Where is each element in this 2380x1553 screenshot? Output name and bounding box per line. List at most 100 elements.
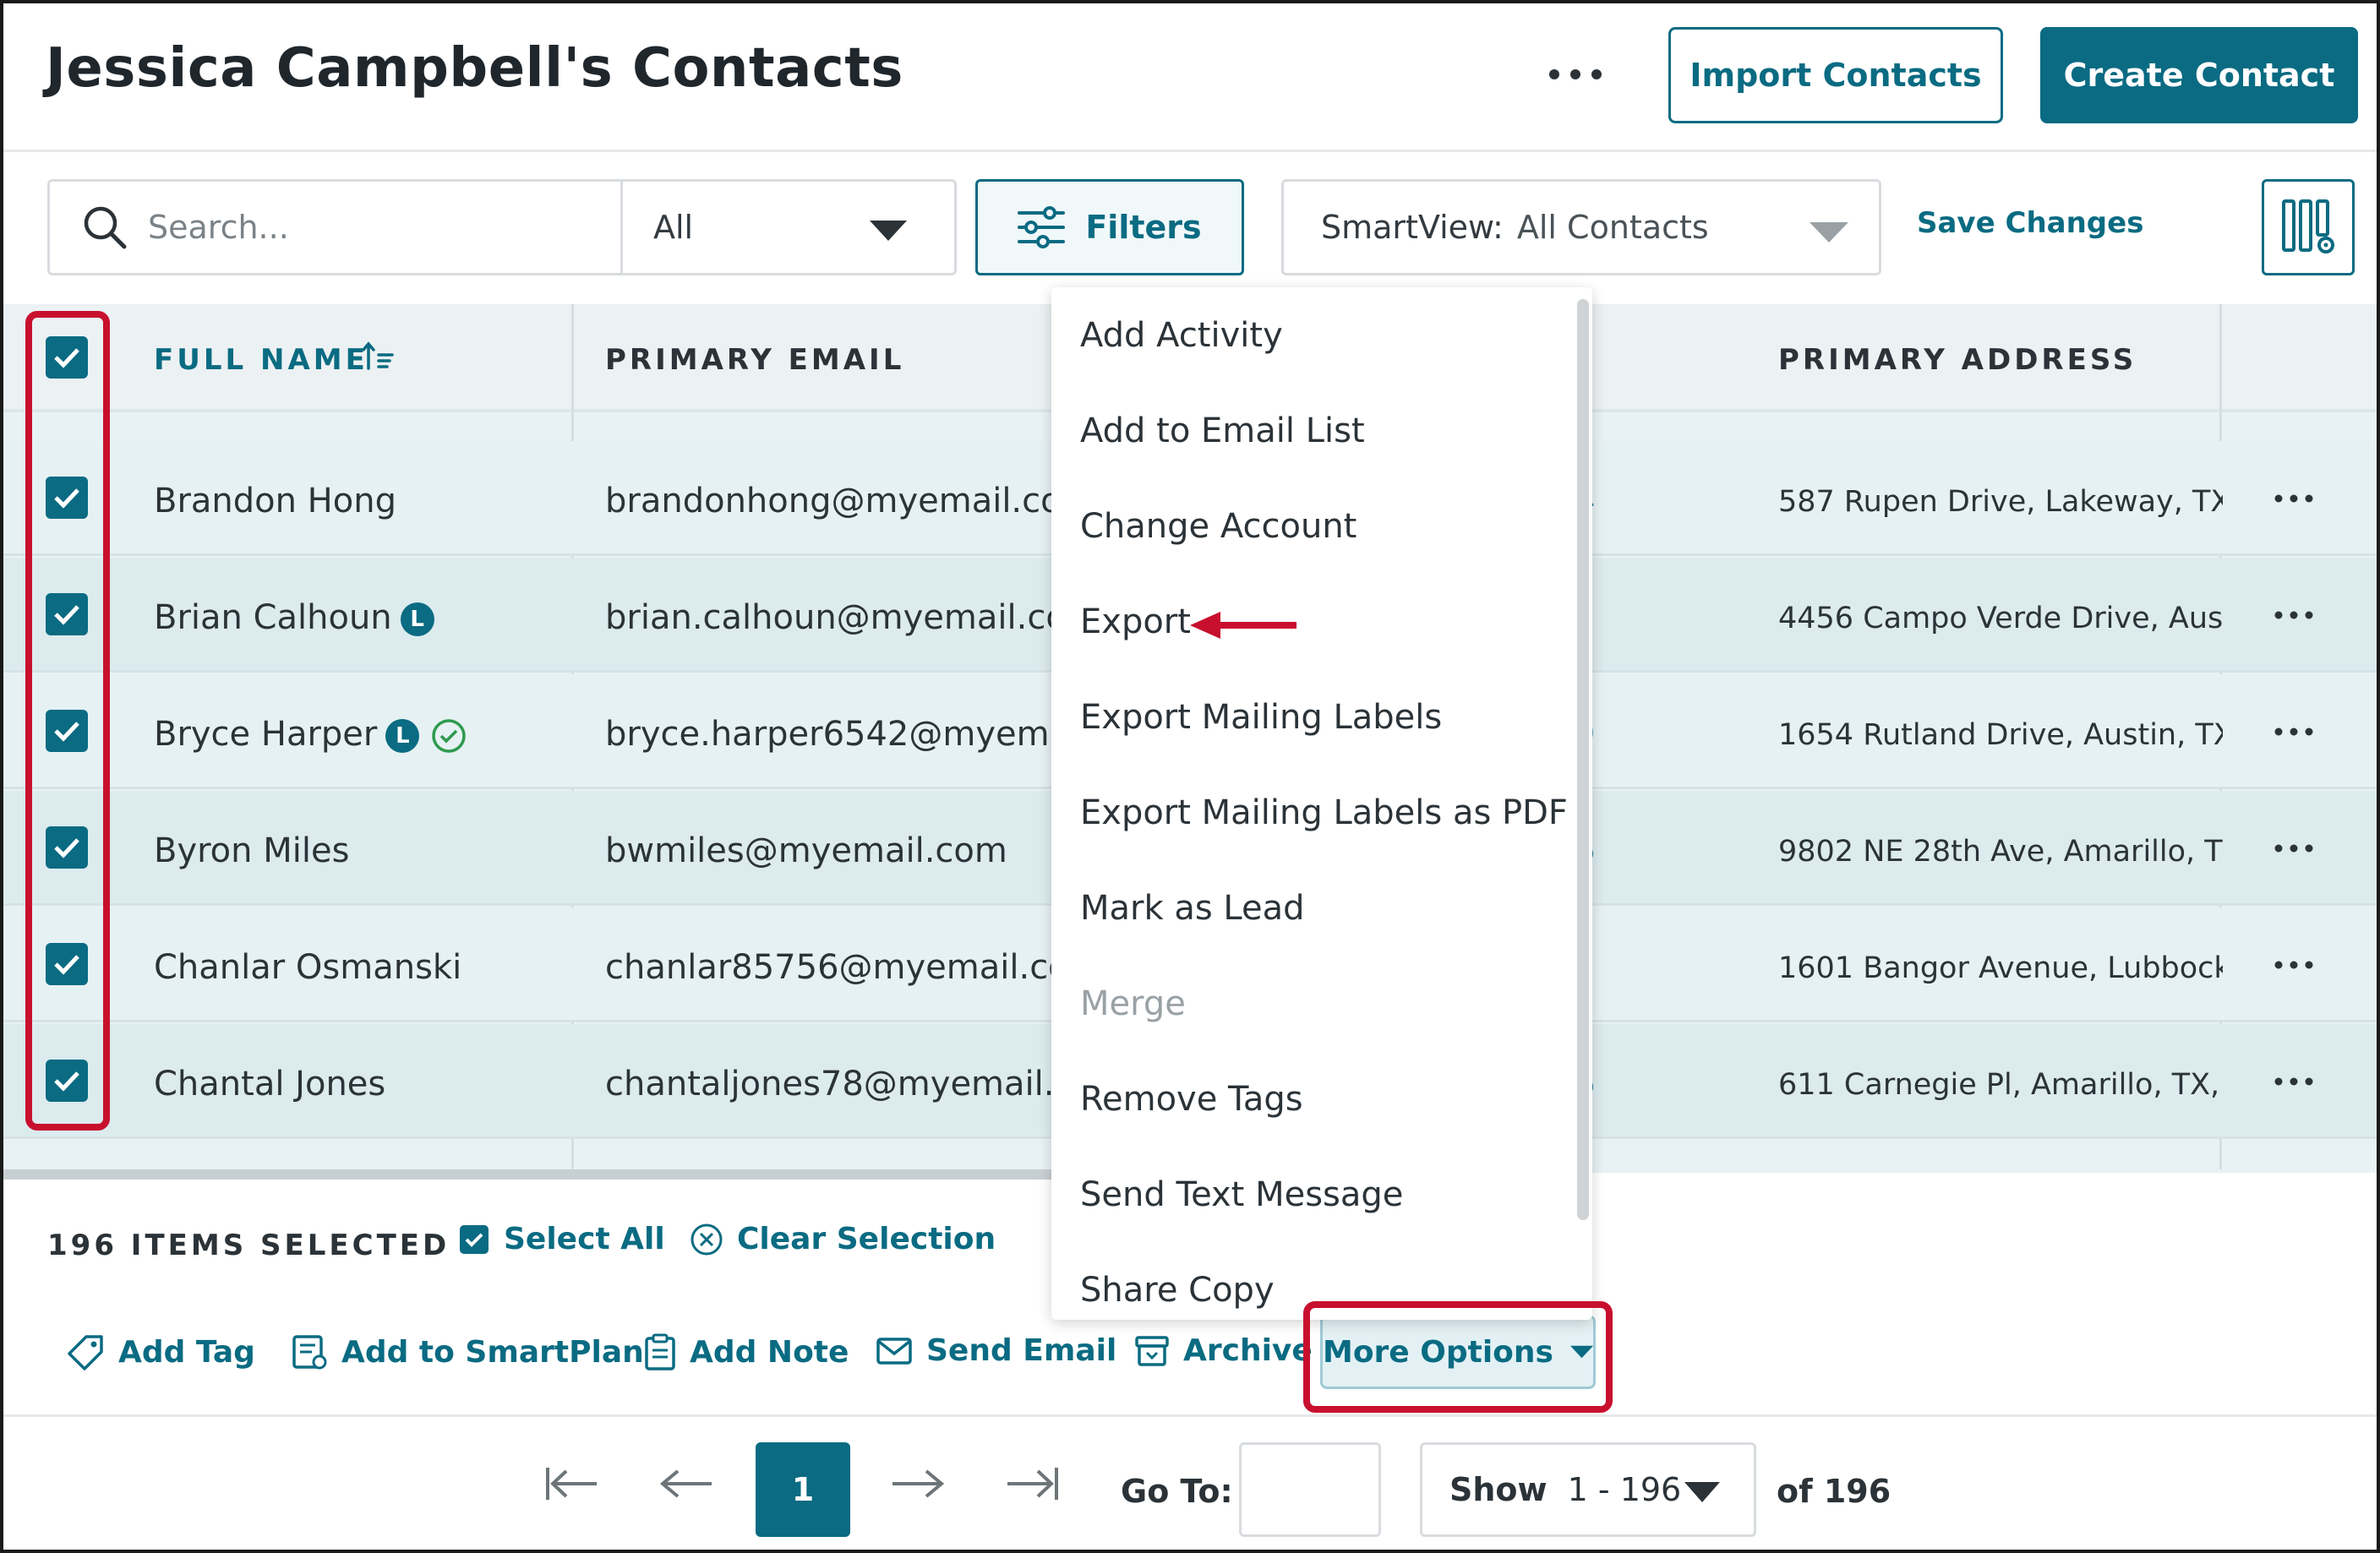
menu-item-export[interactable]: Export — [1080, 602, 1191, 641]
menu-item-add-activity[interactable]: Add Activity — [1080, 316, 1283, 355]
contact-name[interactable]: Chanlar Osmanski — [154, 948, 461, 987]
row-checkbox[interactable] — [46, 826, 88, 869]
total-count: of 196 — [1777, 1473, 1891, 1510]
first-page-icon[interactable] — [544, 1463, 600, 1505]
selection-bar: 196 ITEMS SELECTED Select All Clear Sele… — [3, 1183, 2377, 1414]
go-to-page-input[interactable] — [1239, 1442, 1381, 1537]
column-header-primary-address[interactable]: PRIMARY ADDRESS — [1778, 343, 2137, 377]
archive-button[interactable]: Archive — [1134, 1333, 1313, 1368]
menu-item-mark-as-lead[interactable]: Mark as Lead — [1080, 889, 1305, 928]
select-all-label: Select All — [504, 1222, 665, 1256]
add-to-smartplan-button[interactable]: Add to SmartPlan — [291, 1333, 644, 1370]
row-more-button[interactable] — [2268, 482, 2319, 515]
clear-selection-button[interactable]: Clear Selection — [690, 1222, 996, 1256]
menu-item-export-mailing-labels[interactable]: Export Mailing Labels — [1080, 698, 1443, 737]
row-checkbox[interactable] — [46, 943, 88, 985]
checkmark-icon — [54, 955, 79, 975]
search-box[interactable] — [47, 179, 620, 275]
row-more-button[interactable] — [2268, 831, 2319, 865]
search-input[interactable] — [148, 209, 587, 246]
contact-address: 9802 NE 28th Ave, Amarillo, TX, U — [1778, 835, 2223, 869]
archive-label: Archive — [1183, 1333, 1313, 1368]
page-header: Jessica Campbell's Contacts Import Conta… — [3, 3, 2377, 152]
checkmark-icon — [465, 1233, 483, 1247]
filters-button[interactable]: Filters — [975, 179, 1244, 275]
contact-name-text: Bryce Harper — [154, 715, 378, 754]
selected-count: 196 ITEMS SELECTED — [47, 1229, 450, 1262]
row-more-button[interactable] — [2268, 948, 2319, 982]
row-checkbox[interactable] — [46, 710, 88, 752]
contact-email: chanlar85756@myemail.com — [605, 948, 1051, 987]
contact-name[interactable]: Brandon Hong — [154, 482, 396, 520]
caret-down-icon — [1810, 222, 1848, 242]
contact-name[interactable]: Brian Calhoun L — [154, 598, 434, 637]
next-page-icon[interactable] — [889, 1463, 945, 1505]
row-checkbox[interactable] — [46, 1060, 88, 1102]
menu-item-merge: Merge — [1080, 984, 1186, 1023]
menu-scrollbar[interactable] — [1577, 299, 1589, 1220]
filters-label: Filters — [1085, 209, 1202, 246]
contact-address: 1654 Rutland Drive, Austin, TX, U — [1778, 718, 2223, 752]
create-contact-button[interactable]: Create Contact — [2040, 27, 2358, 123]
column-settings-button[interactable] — [2262, 179, 2355, 275]
clipboard-icon — [645, 1333, 675, 1370]
select-all-rows-checkbox[interactable] — [46, 336, 88, 379]
contact-name[interactable]: Bryce Harper L — [154, 715, 467, 754]
last-page-icon[interactable] — [1004, 1463, 1060, 1505]
row-checkbox[interactable] — [46, 593, 88, 635]
import-contacts-button[interactable]: Import Contacts — [1668, 27, 2003, 123]
menu-item-remove-tags[interactable]: Remove Tags — [1080, 1080, 1303, 1119]
row-checkbox[interactable] — [46, 477, 88, 519]
menu-item-export-mailing-labels-pdf[interactable]: Export Mailing Labels as PDF — [1080, 793, 1568, 832]
menu-item-add-to-email-list[interactable]: Add to Email List — [1080, 411, 1365, 450]
menu-item-change-account[interactable]: Change Account — [1080, 507, 1357, 546]
column-header-full-name[interactable]: FULL NAME — [154, 343, 368, 377]
lead-badge: L — [400, 602, 434, 636]
contact-name-text: Byron Miles — [154, 831, 350, 870]
contact-email: bryce.harper6542@myemail — [605, 715, 1051, 754]
column-header-primary-email[interactable]: PRIMARY EMAIL — [605, 343, 905, 377]
show-label: Show — [1449, 1471, 1548, 1508]
page-title: Jessica Campbell's Contacts — [46, 37, 903, 100]
add-to-smartplan-label: Add to SmartPlan — [341, 1334, 644, 1370]
more-options-button[interactable]: More Options — [1320, 1315, 1596, 1389]
annotation-arrow-icon — [1190, 612, 1296, 639]
select-all-button[interactable]: Select All — [460, 1222, 665, 1256]
caret-down-icon — [1569, 1345, 1593, 1359]
checkmark-icon — [54, 605, 79, 625]
sort-ascending-icon[interactable] — [362, 341, 396, 372]
row-more-button[interactable] — [2268, 598, 2319, 632]
tag-icon — [68, 1335, 103, 1370]
row-more-button[interactable] — [2268, 1065, 2319, 1098]
contact-name[interactable]: Byron Miles — [154, 831, 349, 870]
menu-item-share-copy[interactable]: Share Copy — [1080, 1271, 1275, 1310]
ellipsis-icon — [2274, 844, 2313, 853]
contact-name-text: Chanlar Osmanski — [154, 948, 462, 987]
column-settings-icon — [2282, 199, 2334, 253]
more-options-menu: Add Activity Add to Email List Change Ac… — [1051, 287, 1592, 1320]
sliders-icon — [1018, 206, 1066, 248]
caret-down-icon — [870, 221, 907, 241]
pagination-bar: 1 Go To: Show 1 - 196 of 196 — [3, 1414, 2377, 1550]
menu-item-send-text-message[interactable]: Send Text Message — [1080, 1175, 1404, 1214]
contact-name-text: Brandon Hong — [154, 482, 396, 520]
close-circle-icon — [691, 1223, 723, 1255]
page-size-select[interactable]: Show 1 - 196 — [1420, 1442, 1756, 1537]
contact-email: brian.calhoun@myemail.com — [605, 598, 1051, 637]
add-tag-label: Add Tag — [118, 1334, 255, 1370]
current-page-button[interactable]: 1 — [756, 1442, 850, 1537]
previous-page-icon[interactable] — [659, 1463, 715, 1505]
smartview-select[interactable]: SmartView: All Contacts — [1281, 179, 1881, 275]
checkmark-icon — [54, 838, 79, 858]
more-actions-button[interactable] — [1542, 49, 1609, 100]
contact-name[interactable]: Chantal Jones — [154, 1065, 385, 1103]
search-scope-select[interactable]: All — [620, 179, 957, 275]
add-note-button[interactable]: Add Note — [644, 1333, 849, 1370]
send-email-button[interactable]: Send Email — [876, 1333, 1116, 1368]
save-changes-link[interactable]: Save Changes — [1917, 206, 2144, 240]
contact-address: 611 Carnegie Pl, Amarillo, TX, Un — [1778, 1068, 2223, 1102]
row-more-button[interactable] — [2268, 715, 2319, 749]
add-tag-button[interactable]: Add Tag — [68, 1333, 255, 1370]
table-horizontal-scrollbar[interactable] — [3, 1169, 1051, 1180]
